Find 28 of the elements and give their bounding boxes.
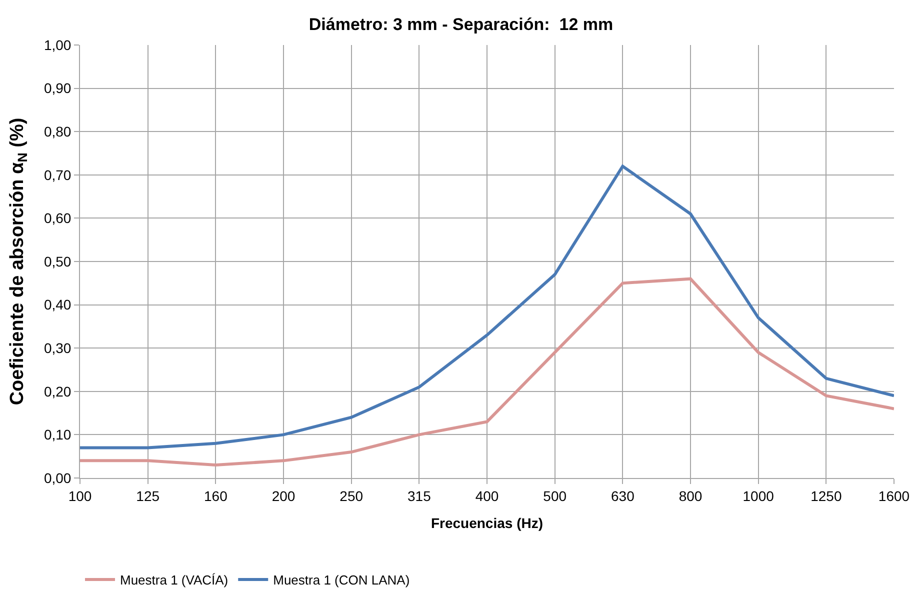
y-tick-label: 1,00: [44, 36, 72, 53]
legend-label: Muestra 1 (CON LANA): [273, 572, 410, 588]
x-tick-label: 160: [204, 488, 228, 504]
y-tick-label: 0,10: [44, 426, 72, 443]
x-tick-label: 500: [543, 488, 567, 504]
y-tick-label: 0,00: [44, 470, 72, 486]
chart-title: Diámetro: 3 mm - Separación: 12 mm: [308, 15, 614, 34]
y-tick-label: 0,50: [44, 253, 72, 270]
x-tick-label: 100: [68, 488, 92, 504]
y-tick-label: 0,20: [44, 383, 72, 400]
x-tick-label: 200: [272, 488, 296, 504]
x-tick-label: 1250: [810, 488, 842, 504]
x-tick-label: 315: [407, 488, 432, 504]
y-tick-label: 0,80: [44, 124, 72, 140]
x-tick-label: 630: [610, 488, 635, 504]
y-tick-label: 0,70: [44, 166, 72, 183]
x-tick-label: 1000: [742, 488, 774, 504]
y-tick-label: 0,40: [44, 296, 72, 313]
x-tick-label: 125: [136, 488, 160, 504]
x-axis-title: Frecuencias (Hz): [430, 515, 544, 532]
x-tick-label: 1600: [878, 488, 910, 504]
y-tick-label: 0,90: [44, 80, 72, 96]
x-tick-label: 400: [475, 488, 499, 504]
y-tick-label: 0,30: [44, 340, 72, 356]
legend-label: Muestra 1 (VACÍA): [120, 572, 228, 588]
y-tick-label: 0,60: [44, 210, 72, 226]
x-tick-label: 800: [678, 488, 702, 504]
x-tick-label: 250: [340, 488, 364, 504]
